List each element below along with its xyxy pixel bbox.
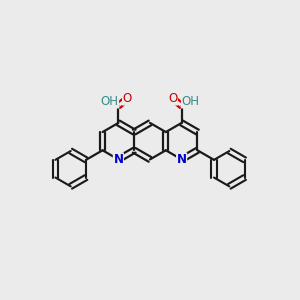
Text: OH: OH (182, 95, 200, 108)
Text: N: N (113, 153, 123, 166)
Text: OH: OH (100, 95, 118, 108)
Text: O: O (168, 92, 177, 105)
Text: O: O (123, 92, 132, 105)
Text: N: N (177, 153, 187, 166)
